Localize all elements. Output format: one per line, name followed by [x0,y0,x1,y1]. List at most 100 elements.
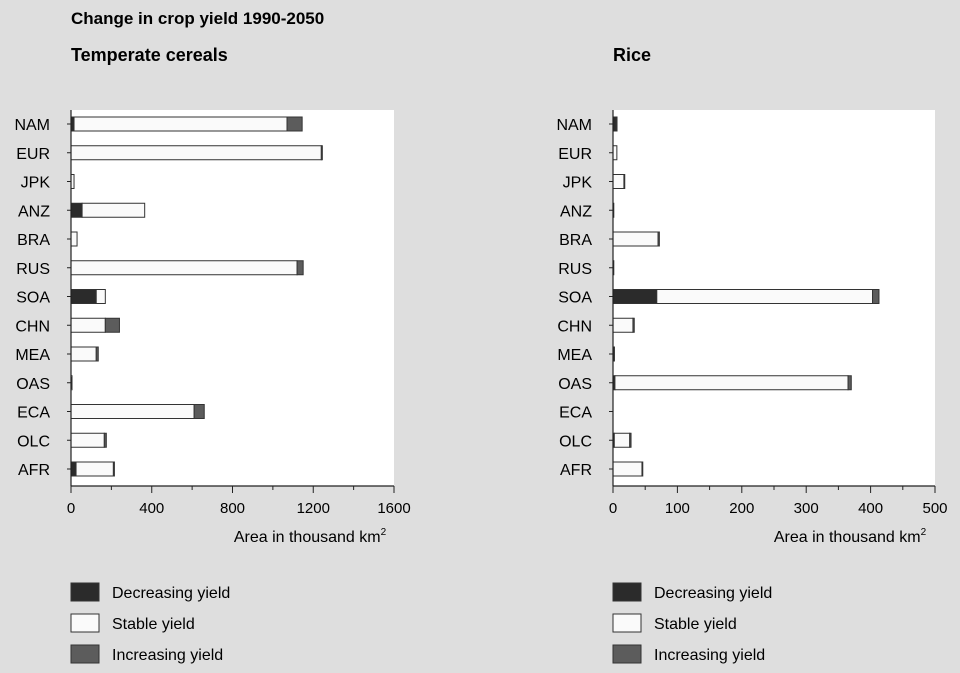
bars-group [612,116,880,477]
x-axis: 0 100 200 300 400 500 [609,485,948,517]
x-tick-label-0: 0 [67,500,75,517]
bar-jpk-increasing-yield [623,174,626,189]
category-label-oas: OAS [16,376,50,393]
bar-eca-stable-yield [70,404,195,419]
category-label-nam: NAM [556,117,592,134]
category-label-nam: NAM [14,117,50,134]
bar-bra-stable-yield [612,231,659,247]
legend-label-increasing-yield: Increasing yield [112,647,223,664]
chart-temperate-cereals: Temperate cereals NAM EUR JPK ANZ BRA RUS SOA C… [14,45,410,664]
bar-chn-stable-yield [612,317,634,333]
bar-afr-decreasing-yield [70,461,77,477]
legend-label-stable-yield: Stable yield [654,616,737,633]
chart-rice: Rice NAM EUR JPK ANZ BRA RUS SOA CHN MEA OAS ECA OL… [556,45,947,664]
category-label-jpk: JPK [563,175,593,192]
legend-swatch-stable-yield [612,613,642,633]
bar-rus-increasing-yield [296,260,304,276]
x-tick-label-200: 200 [729,500,754,517]
category-label-olc: OLC [17,433,50,450]
x-tick-label-0: 0 [609,500,617,517]
bar-soa-stable-yield [656,289,874,304]
legend-swatch-decreasing-yield [612,582,642,602]
x-tick-label-400: 400 [858,500,883,517]
legend-swatch-stable-yield [70,613,100,633]
category-label-mea: MEA [15,347,50,364]
bar-olc-increasing-yield [103,432,107,448]
legend-label-decreasing-yield: Decreasing yield [654,585,772,602]
chart-title: Rice [613,45,651,65]
bar-anz-stable-yield [81,202,146,218]
bar-anz-decreasing-yield [70,202,83,218]
category-label-soa: SOA [16,290,50,307]
bar-soa-stable-yield [95,289,106,304]
bar-afr-increasing-yield [641,461,644,477]
bar-chn-increasing-yield [632,317,635,333]
category-label-mea: MEA [557,347,592,364]
category-label-chn: CHN [15,318,50,335]
category-label-eca: ECA [559,405,592,422]
legend-swatch-decreasing-yield [70,582,100,602]
bar-soa-decreasing-yield [612,289,658,304]
legend-label-stable-yield: Stable yield [112,616,195,633]
legend-swatch-increasing-yield [70,644,100,664]
category-label-eur: EUR [16,146,50,163]
bar-bra-increasing-yield [657,231,660,247]
bar-afr-stable-yield [75,461,114,477]
legend-label-increasing-yield: Increasing yield [654,647,765,664]
x-tick-label-400: 400 [139,500,164,517]
legend-swatch-increasing-yield [612,644,642,664]
bar-jpk-stable-yield [612,174,625,189]
bar-olc-stable-yield [613,432,631,448]
category-label-eur: EUR [558,146,592,163]
legend: Decreasing yield Stable yield Increasing y… [70,582,230,664]
bar-soa-decreasing-yield [70,289,97,304]
category-label-soa: SOA [558,290,592,307]
category-label-chn: CHN [557,318,592,335]
category-label-jpk: JPK [21,175,51,192]
bar-afr-stable-yield [612,461,643,477]
x-tick-label-300: 300 [794,500,819,517]
chart-title: Temperate cereals [71,45,228,65]
x-tick-label-500: 500 [922,500,947,517]
bar-nam-increasing-yield [286,116,303,132]
x-axis-label-text: Area in thousand km [234,529,381,546]
bar-afr-increasing-yield [112,461,115,477]
bar-nam-stable-yield [73,116,288,132]
category-label-bra: BRA [17,232,50,249]
bar-olc-increasing-yield [629,432,632,448]
bar-bra-stable-yield [70,231,78,247]
category-label-rus: RUS [558,261,592,278]
bar-oas-increasing-yield [847,375,852,391]
x-axis-label: Area in thousand km2 [774,527,927,546]
bar-mea-increasing-yield [95,346,99,362]
category-label-anz: ANZ [18,203,50,220]
x-tick-label-100: 100 [665,500,690,517]
bar-mea-stable-yield [70,346,97,362]
legend: Decreasing yield Stable yield Increasing y… [612,582,772,664]
x-tick-label-1200: 1200 [297,500,330,517]
bar-mea-stable-yield [613,346,615,362]
x-axis: 0 400 800 1200 1600 [67,485,411,517]
bar-eca-increasing-yield [193,404,205,419]
bar-rus-stable-yield [70,260,298,276]
category-label-afr: AFR [18,462,50,479]
category-label-afr: AFR [560,462,592,479]
category-label-rus: RUS [16,261,50,278]
x-tick-label-1600: 1600 [377,500,410,517]
category-labels: NAM EUR JPK ANZ BRA RUS SOA CHN MEA OAS ECA OLC AFR [556,110,614,486]
legend-label-decreasing-yield: Decreasing yield [112,585,230,602]
category-label-olc: OLC [559,433,592,450]
x-tick-label-800: 800 [220,500,245,517]
bar-eur-stable-yield [70,145,322,161]
bar-nam-stable-yield [615,116,618,132]
bar-olc-stable-yield [70,432,105,448]
bar-eur-increasing-yield [320,145,323,161]
bar-soa-increasing-yield [872,289,880,304]
bar-chn-stable-yield [70,317,106,333]
bar-chn-increasing-yield [104,317,120,333]
plot-area [71,110,394,486]
bar-oas-stable-yield [614,375,849,391]
x-axis-label-text: Area in thousand km [774,529,921,546]
category-labels: NAM EUR JPK ANZ BRA RUS SOA CHN MEA OAS ECA OLC AFR [14,110,72,486]
